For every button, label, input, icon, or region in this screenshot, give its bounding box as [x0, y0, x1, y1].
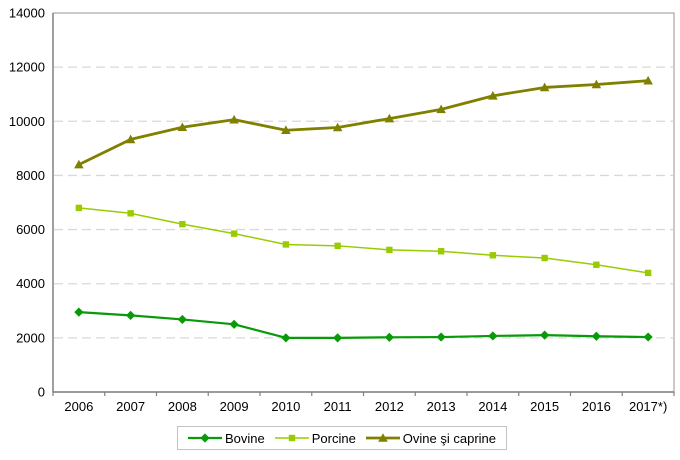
legend-label: Porcine: [311, 430, 356, 446]
square-marker: [334, 242, 341, 250]
diamond-marker: [281, 333, 291, 343]
square-marker: [541, 254, 548, 262]
square-marker: [644, 269, 652, 277]
gridlines: [54, 66, 673, 339]
diamond-marker: [436, 332, 446, 342]
legend-swatch-square-icon: [274, 434, 309, 442]
x-axis-labels: 2006 2007 2008 2009 2010 2011 2012 2013 2014 2015…: [64, 399, 667, 414]
y-axis-label: 8000: [16, 168, 45, 183]
triangle-marker: [384, 113, 395, 123]
diamond-marker: [229, 319, 239, 329]
y-axis-label: 10000: [9, 114, 45, 129]
diamond-marker: [591, 331, 601, 341]
x-axis-label: 2009: [220, 399, 249, 414]
square-marker: [75, 204, 83, 212]
legend-label: Ovine şi caprine: [402, 430, 497, 446]
legend-swatch-triangle-icon: [365, 433, 400, 442]
x-axis-label: 2012: [375, 399, 404, 414]
y-axis-label: 4000: [16, 276, 45, 291]
y-axis-label: 2000: [16, 330, 45, 345]
y-axis-label: 12000: [9, 60, 45, 75]
square-marker: [386, 246, 393, 254]
square-marker: [593, 261, 600, 268]
legend-label: Bovine: [224, 430, 265, 446]
x-axis-label: 2006: [64, 399, 93, 414]
x-axis-label: 2007: [116, 399, 145, 414]
x-axis-label: 2013: [427, 399, 456, 414]
series-bovine: [74, 307, 653, 343]
y-axis-label: 14000: [9, 6, 45, 21]
series-line-porcine: [78, 207, 649, 274]
diamond-marker: [540, 330, 550, 340]
legend-item-porcine: Porcine: [274, 430, 356, 446]
x-axis-label: 2017*): [629, 399, 667, 414]
y-axis-labels: 0 2000 4000 6000 8000 10000 12000 14000: [9, 6, 45, 400]
series-porcine: [75, 204, 652, 277]
series-line-ovine-i-caprine: [78, 79, 649, 166]
square-marker: [179, 220, 186, 228]
triangle-marker: [74, 159, 84, 169]
triangle-marker: [281, 125, 291, 135]
legend-item-bovine: Bovine: [187, 430, 265, 446]
diamond-marker: [200, 433, 210, 443]
x-axis-label: 2015: [530, 399, 559, 414]
diamond-marker: [74, 307, 84, 317]
x-axis-label: 2014: [478, 399, 507, 414]
triangle-marker: [378, 433, 388, 442]
square-marker: [288, 434, 295, 442]
diamond-marker: [488, 331, 498, 341]
x-axis-ticks: [52, 392, 675, 396]
square-marker: [127, 210, 134, 217]
triangle-marker: [488, 91, 498, 100]
diamond-marker: [126, 310, 136, 320]
triangle-marker: [125, 134, 136, 144]
triangle-marker: [436, 104, 446, 114]
square-marker: [489, 252, 497, 259]
x-axis-label: 2008: [168, 399, 197, 414]
triangle-marker: [643, 75, 653, 85]
x-axis-label: 2016: [582, 399, 611, 414]
triangle-marker: [177, 122, 188, 132]
triangle-marker: [229, 114, 239, 124]
legend-item-ovine-i-caprine: Ovine şi caprine: [365, 430, 497, 446]
legend-swatch-diamond-icon: [187, 433, 222, 443]
triangle-marker: [591, 79, 602, 89]
series-ovine-i-caprine: [74, 75, 653, 169]
square-marker: [437, 248, 445, 255]
series-line-bovine: [78, 311, 649, 339]
square-marker: [230, 230, 238, 237]
triangle-marker: [332, 122, 343, 132]
triangle-marker: [539, 82, 550, 92]
square-marker: [282, 241, 290, 248]
chart-legend: Bovine Porcine Ovine şi caprine: [176, 426, 508, 450]
x-axis-label: 2010: [271, 399, 300, 414]
diamond-marker: [384, 332, 394, 342]
x-axis-label: 2011: [324, 399, 352, 414]
diamond-marker: [333, 333, 343, 343]
diamond-marker: [643, 332, 653, 342]
diamond-marker: [177, 314, 187, 325]
y-axis-label: 6000: [16, 222, 45, 237]
y-axis-label: 0: [38, 385, 45, 400]
